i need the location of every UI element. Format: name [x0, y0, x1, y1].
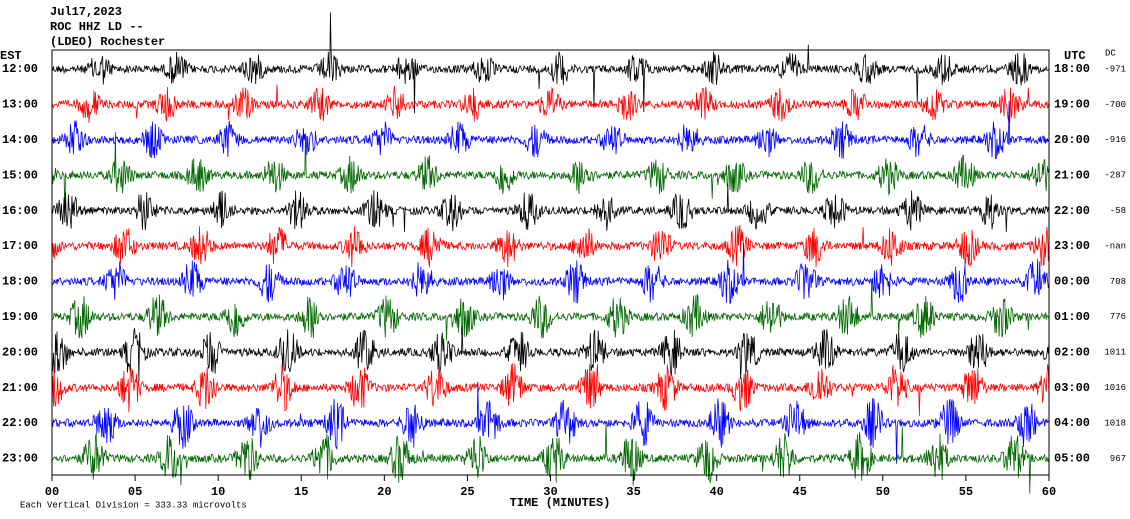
est-label: 15:00 [2, 168, 38, 182]
dc-value: 708 [1110, 277, 1126, 287]
dc-value: 1011 [1104, 348, 1126, 358]
trace [51, 242, 1050, 305]
utc-label: 05:00 [1054, 452, 1090, 466]
est-label: 21:00 [2, 381, 38, 395]
utc-label: 19:00 [1054, 98, 1090, 112]
utc-label: 04:00 [1054, 416, 1090, 430]
x-tick-label: 60 [1042, 485, 1056, 499]
dc-value: 967 [1110, 454, 1126, 464]
est-label: 13:00 [2, 98, 38, 112]
trace [51, 84, 1050, 124]
dc-value: -58 [1110, 206, 1126, 216]
est-label: 19:00 [2, 310, 38, 324]
x-tick-label: 40 [709, 485, 723, 499]
dc-value: -287 [1104, 171, 1126, 181]
trace [51, 184, 1050, 233]
est-label: 18:00 [2, 275, 38, 289]
x-axis-label: TIME (MINUTES) [510, 496, 611, 510]
x-tick-label: 45 [793, 485, 807, 499]
trace [51, 325, 1050, 382]
est-label: 22:00 [2, 416, 38, 430]
trace [51, 12, 1050, 114]
dc-value: 1018 [1104, 418, 1126, 428]
utc-label: 18:00 [1054, 62, 1090, 76]
utc-label: 23:00 [1054, 239, 1090, 253]
x-tick-label: 30 [543, 485, 557, 499]
x-tick-label: 10 [211, 485, 225, 499]
x-tick-label: 55 [959, 485, 973, 499]
utc-label: 00:00 [1054, 275, 1090, 289]
utc-label: 02:00 [1054, 345, 1090, 359]
dc-value: 776 [1110, 312, 1126, 322]
est-label: 12:00 [2, 62, 38, 76]
header-line: Jul17,2023 [50, 5, 122, 19]
left-label: EST [0, 49, 22, 63]
trace [51, 225, 1050, 268]
x-tick-label: 00 [45, 485, 59, 499]
trace [51, 100, 1050, 160]
trace [51, 420, 1050, 494]
header-line: ROC HHZ LD -- [50, 20, 144, 34]
trace [51, 132, 1050, 217]
est-label: 14:00 [2, 133, 38, 147]
utc-label: 22:00 [1054, 204, 1090, 218]
est-label: 20:00 [2, 345, 38, 359]
trace [51, 279, 1050, 341]
dc-label: DC [1105, 48, 1116, 58]
x-tick-label: 25 [460, 485, 474, 499]
x-tick-label: 05 [128, 485, 142, 499]
plot-frame [51, 49, 1050, 476]
dc-value: 1016 [1104, 383, 1126, 393]
x-tick-label: 15 [294, 485, 308, 499]
utc-label: 20:00 [1054, 133, 1090, 147]
utc-label: 01:00 [1054, 310, 1090, 324]
header-line: (LDEO) Rochester [50, 35, 165, 49]
utc-label: 21:00 [1054, 168, 1090, 182]
dc-value: -nan [1104, 241, 1126, 251]
est-label: 23:00 [2, 452, 38, 466]
utc-label: 03:00 [1054, 381, 1090, 395]
est-label: 17:00 [2, 239, 38, 253]
trace [51, 362, 1050, 416]
x-tick-label: 50 [876, 485, 890, 499]
est-label: 16:00 [2, 204, 38, 218]
x-tick-label: 20 [377, 485, 391, 499]
right-label: UTC [1064, 49, 1086, 63]
dc-value: -971 [1104, 64, 1126, 74]
dc-value: -916 [1104, 135, 1126, 145]
footer: Each Vertical Division = 333.33 microvol… [20, 500, 247, 510]
traces [51, 12, 1050, 494]
dc-value: -700 [1104, 100, 1126, 110]
trace [51, 381, 1050, 464]
x-tick-label: 35 [626, 485, 640, 499]
